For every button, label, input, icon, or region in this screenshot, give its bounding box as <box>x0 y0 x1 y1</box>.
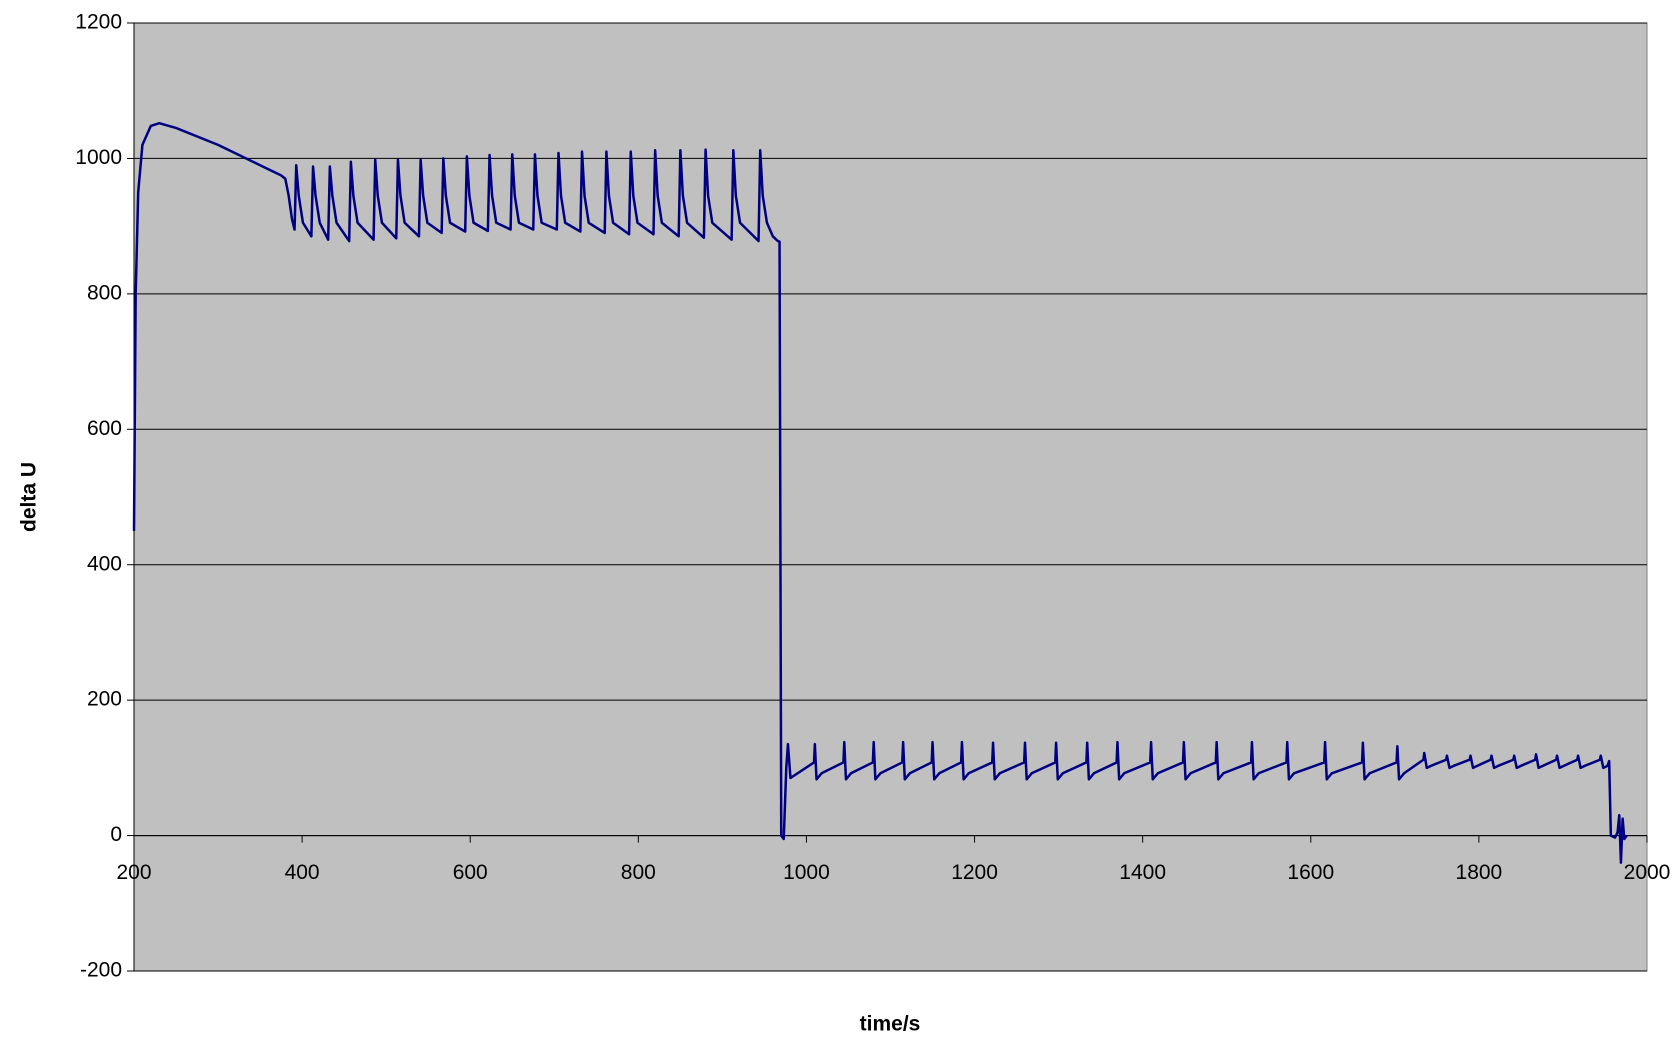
x-tick-label: 1600 <box>1287 861 1334 884</box>
x-tick-label: 200 <box>116 861 151 884</box>
x-tick-label: 800 <box>621 861 656 884</box>
y-tick-label: 800 <box>87 281 122 304</box>
y-tick-label: 400 <box>87 552 122 575</box>
y-tick-label: 200 <box>87 688 122 711</box>
x-tick-label: 2000 <box>1624 861 1671 884</box>
x-tick-label: 1200 <box>951 861 998 884</box>
y-tick-label: -200 <box>80 959 122 982</box>
x-axis-title: time/s <box>860 1013 921 1036</box>
x-tick-label: 1400 <box>1119 861 1166 884</box>
y-axis-title: delta U <box>18 462 41 532</box>
x-tick-label: 1000 <box>783 861 830 884</box>
plot-area <box>133 22 1648 972</box>
x-tick-label: 600 <box>453 861 488 884</box>
x-tick-label: 1800 <box>1456 861 1503 884</box>
y-tick-label: 1000 <box>75 146 122 169</box>
data-line <box>132 121 1628 864</box>
y-tick-label: 600 <box>87 417 122 440</box>
x-tick-label: 400 <box>285 861 320 884</box>
y-tick-label: 0 <box>110 823 122 846</box>
y-tick-label: 1200 <box>75 11 122 34</box>
